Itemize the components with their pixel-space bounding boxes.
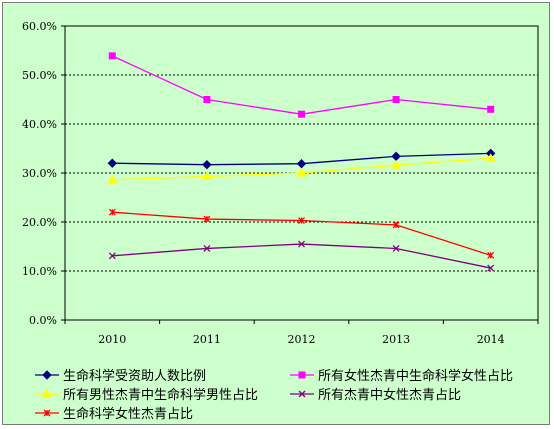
data-point-diamond [202, 159, 212, 170]
line-chart: 0.0% 10.0% 20.0% 30.0% 40.0% 50.0% 60.0% 2010 20… [22, 20, 539, 346]
legend-swatch [35, 388, 59, 397]
y-tick-label: 40.0% [22, 118, 57, 131]
data-point-diamond [42, 369, 52, 380]
data-point-triangle [391, 160, 401, 169]
legend-item-0: 生命科学受资助人数比例 [33, 365, 288, 384]
data-point-triangle [42, 388, 52, 397]
data-point-star [43, 409, 51, 416]
chart-legend: 生命科学受资助人数比例 所有女性杰青中生命科学女性占比所有男性杰青中生命科学男性占… [33, 365, 543, 422]
x-tick-label: 2010 [98, 333, 126, 346]
data-point-x [203, 245, 211, 252]
data-point-x [108, 252, 116, 260]
legend-label: 生命科学受资助人数比例 [63, 369, 207, 384]
data-point-square [298, 371, 306, 378]
data-point-star [203, 215, 211, 223]
legend-item-3: 所有杰青中女性杰青占比 [288, 384, 543, 403]
data-point-square [108, 52, 116, 60]
data-point-diamond [296, 158, 307, 169]
data-point-square [392, 96, 400, 103]
legend-swatch [35, 369, 59, 380]
x-tick-label: 2011 [193, 333, 221, 346]
legend-label: 所有女性杰青中生命科学女性占比 [318, 369, 514, 384]
y-tick-label: 0.0% [29, 314, 57, 327]
legend-item-2: 所有男性杰青中生命科学男性占比 [33, 384, 288, 403]
legend-item-4: 生命科学女性杰青占比 [33, 403, 288, 422]
data-point-square [203, 96, 211, 103]
y-tick-label: 50.0% [22, 69, 57, 82]
chart-frame: 0.0% 10.0% 20.0% 30.0% 40.0% 50.0% 60.0% 2010 20… [2, 2, 550, 425]
data-point-triangle [107, 174, 118, 184]
legend-label: 所有男性杰青中生命科学男性占比 [63, 388, 259, 403]
data-point-star [487, 251, 495, 259]
y-tick-label: 20.0% [22, 216, 57, 229]
data-point-square [487, 105, 495, 113]
data-point-x [487, 264, 495, 272]
data-point-x [298, 240, 305, 248]
legend-swatch [290, 371, 314, 378]
legend-item-1: 所有女性杰青中生命科学女性占比 [288, 365, 543, 384]
data-point-star [108, 208, 116, 216]
y-tick-label: 60.0% [22, 20, 57, 33]
y-tick-label: 30.0% [22, 167, 57, 180]
data-point-star [392, 221, 400, 229]
data-point-triangle [296, 167, 307, 177]
data-point-triangle [202, 171, 212, 180]
y-tick-label: 10.0% [22, 265, 57, 278]
legend-swatch [35, 409, 59, 416]
legend-swatch [290, 390, 314, 397]
data-point-x [298, 390, 306, 397]
data-point-x [392, 245, 400, 252]
x-tick-label: 2012 [288, 333, 316, 346]
data-point-triangle [485, 153, 496, 162]
x-tick-label: 2013 [382, 333, 410, 346]
legend-label: 所有杰青中女性杰青占比 [318, 388, 462, 403]
x-tick-label: 2014 [477, 333, 505, 346]
data-point-square [298, 110, 305, 118]
data-point-star [298, 217, 305, 224]
data-point-diamond [107, 158, 118, 168]
legend-label: 生命科学女性杰青占比 [63, 407, 194, 422]
